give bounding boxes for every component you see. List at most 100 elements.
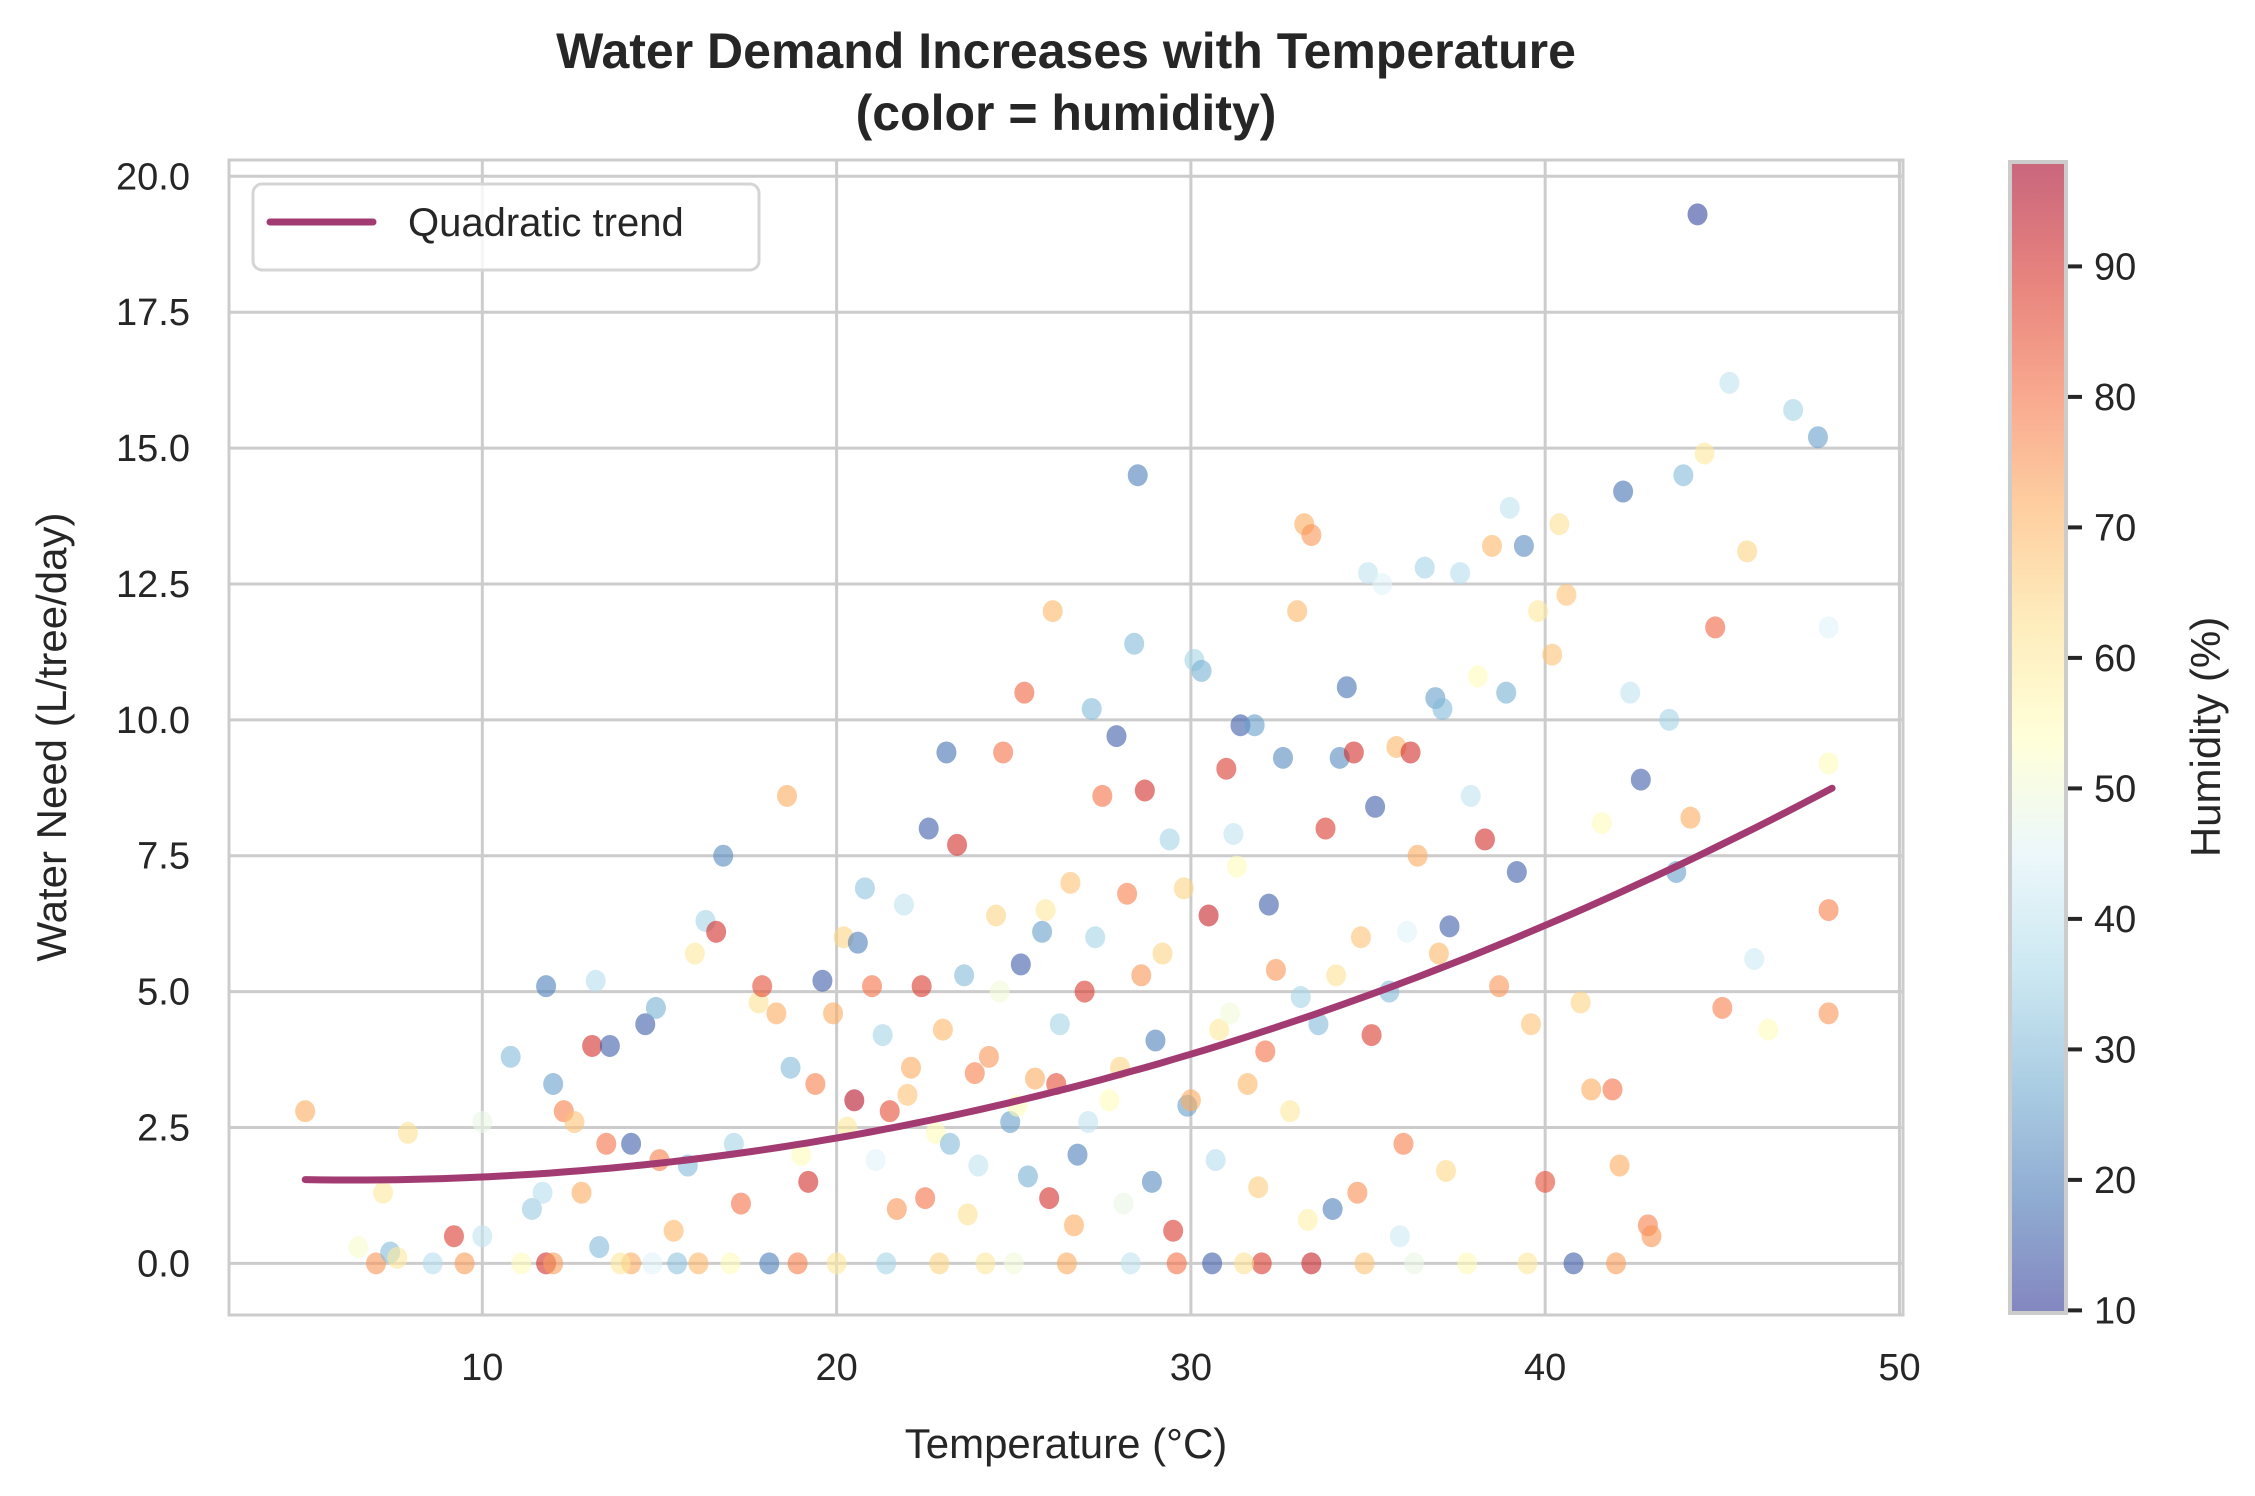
data-point: [387, 1246, 408, 1269]
data-point: [1563, 1252, 1584, 1275]
y-tick-label: 7.5: [137, 836, 190, 878]
data-point: [978, 1045, 999, 1068]
data-point: [954, 964, 975, 987]
data-point: [1297, 1208, 1318, 1231]
data-point: [1280, 1100, 1301, 1123]
data-point: [1124, 632, 1145, 655]
data-point: [1202, 1252, 1223, 1275]
data-point: [1255, 1040, 1276, 1063]
plot-frame: [227, 158, 1905, 1317]
x-tick-label: 20: [815, 1347, 857, 1389]
data-point: [472, 1225, 493, 1248]
colorbar-tick-label: 50: [2094, 768, 2136, 810]
data-point: [759, 1252, 780, 1275]
data-point: [1499, 496, 1520, 519]
data-point: [1290, 986, 1311, 1009]
data-point: [929, 1252, 950, 1275]
data-point: [720, 1252, 741, 1275]
data-point: [1117, 882, 1138, 905]
data-point: [1273, 746, 1293, 769]
data-point: [1326, 964, 1347, 987]
data-point: [1818, 616, 1839, 639]
colorbar-tick-label: 20: [2094, 1160, 2136, 1202]
data-point: [667, 1252, 688, 1275]
x-tick-label: 50: [1878, 1347, 1920, 1389]
data-point: [422, 1252, 443, 1275]
data-point: [1521, 1013, 1541, 1036]
y-tick-label: 20.0: [116, 156, 190, 198]
data-point: [1758, 1018, 1779, 1041]
data-point: [1659, 708, 1680, 731]
legend-box: [251, 182, 761, 272]
data-point: [876, 1252, 897, 1275]
data-point: [443, 1225, 464, 1248]
data-point: [893, 893, 914, 916]
data-point: [823, 1002, 844, 1025]
data-point: [925, 1121, 946, 1144]
data-point: [1251, 1252, 1272, 1275]
data-point: [932, 1018, 953, 1041]
data-point: [826, 1252, 847, 1275]
data-point: [1205, 1149, 1226, 1172]
data-point: [1248, 1176, 1269, 1199]
data-point: [1336, 676, 1357, 699]
data-point: [777, 784, 797, 807]
data-point: [1032, 920, 1053, 943]
data-point: [688, 1252, 709, 1275]
data-point: [397, 1121, 418, 1144]
data-point: [1287, 600, 1308, 623]
data-point: [1350, 926, 1371, 949]
data-point: [844, 1089, 865, 1112]
data-point: [730, 1192, 751, 1215]
data-point: [1372, 572, 1393, 595]
data-point: [915, 1187, 936, 1210]
data-point: [472, 1111, 493, 1134]
data-point: [1134, 779, 1155, 802]
data-point: [1301, 524, 1322, 547]
data-point: [805, 1073, 826, 1095]
data-point: [1496, 681, 1517, 704]
data-point: [1078, 1111, 1099, 1134]
data-point: [1035, 899, 1056, 922]
data-point: [366, 1252, 387, 1275]
y-tick-label: 17.5: [116, 292, 190, 334]
data-point: [1308, 1013, 1329, 1036]
data-point: [1180, 1089, 1201, 1112]
data-point: [1113, 1192, 1134, 1215]
data-point: [1407, 844, 1428, 867]
y-tick-label: 15.0: [116, 428, 190, 470]
data-point: [1549, 513, 1570, 536]
data-point: [723, 1132, 744, 1155]
data-point: [780, 1056, 801, 1079]
data-point: [872, 1024, 893, 1047]
data-point: [1063, 1214, 1084, 1237]
data-point: [798, 1170, 819, 1193]
colorbar-frame: [2008, 160, 2068, 1315]
data-point: [1131, 964, 1152, 987]
data-point: [373, 1181, 394, 1204]
data-point: [1489, 975, 1510, 998]
chart-title: Water Demand Increases with Temperature: [556, 23, 1576, 79]
data-point: [1301, 1252, 1322, 1275]
data-point: [1673, 464, 1694, 487]
data-point: [1460, 784, 1481, 807]
data-point: [879, 1100, 900, 1123]
data-point: [968, 1154, 989, 1177]
data-point: [1807, 426, 1828, 449]
colorbar-ticks: 10 20 30 40 50 60 70 80 90: [2068, 246, 2136, 1332]
data-point: [571, 1181, 592, 1204]
data-point: [706, 920, 727, 943]
x-tick-label: 40: [1524, 1347, 1566, 1389]
colorbar-tick-label: 70: [2094, 507, 2136, 549]
data-point: [1474, 828, 1495, 851]
data-point: [599, 1034, 620, 1057]
data-point: [645, 996, 666, 1019]
data-point: [684, 942, 705, 965]
data-point: [1457, 1252, 1478, 1275]
data-point: [1389, 1225, 1410, 1248]
data-point: [1397, 920, 1417, 943]
data-point: [1630, 768, 1651, 791]
data-point: [1506, 861, 1527, 884]
data-point: [1535, 1170, 1556, 1193]
y-tick-label: 0.0: [137, 1243, 190, 1285]
